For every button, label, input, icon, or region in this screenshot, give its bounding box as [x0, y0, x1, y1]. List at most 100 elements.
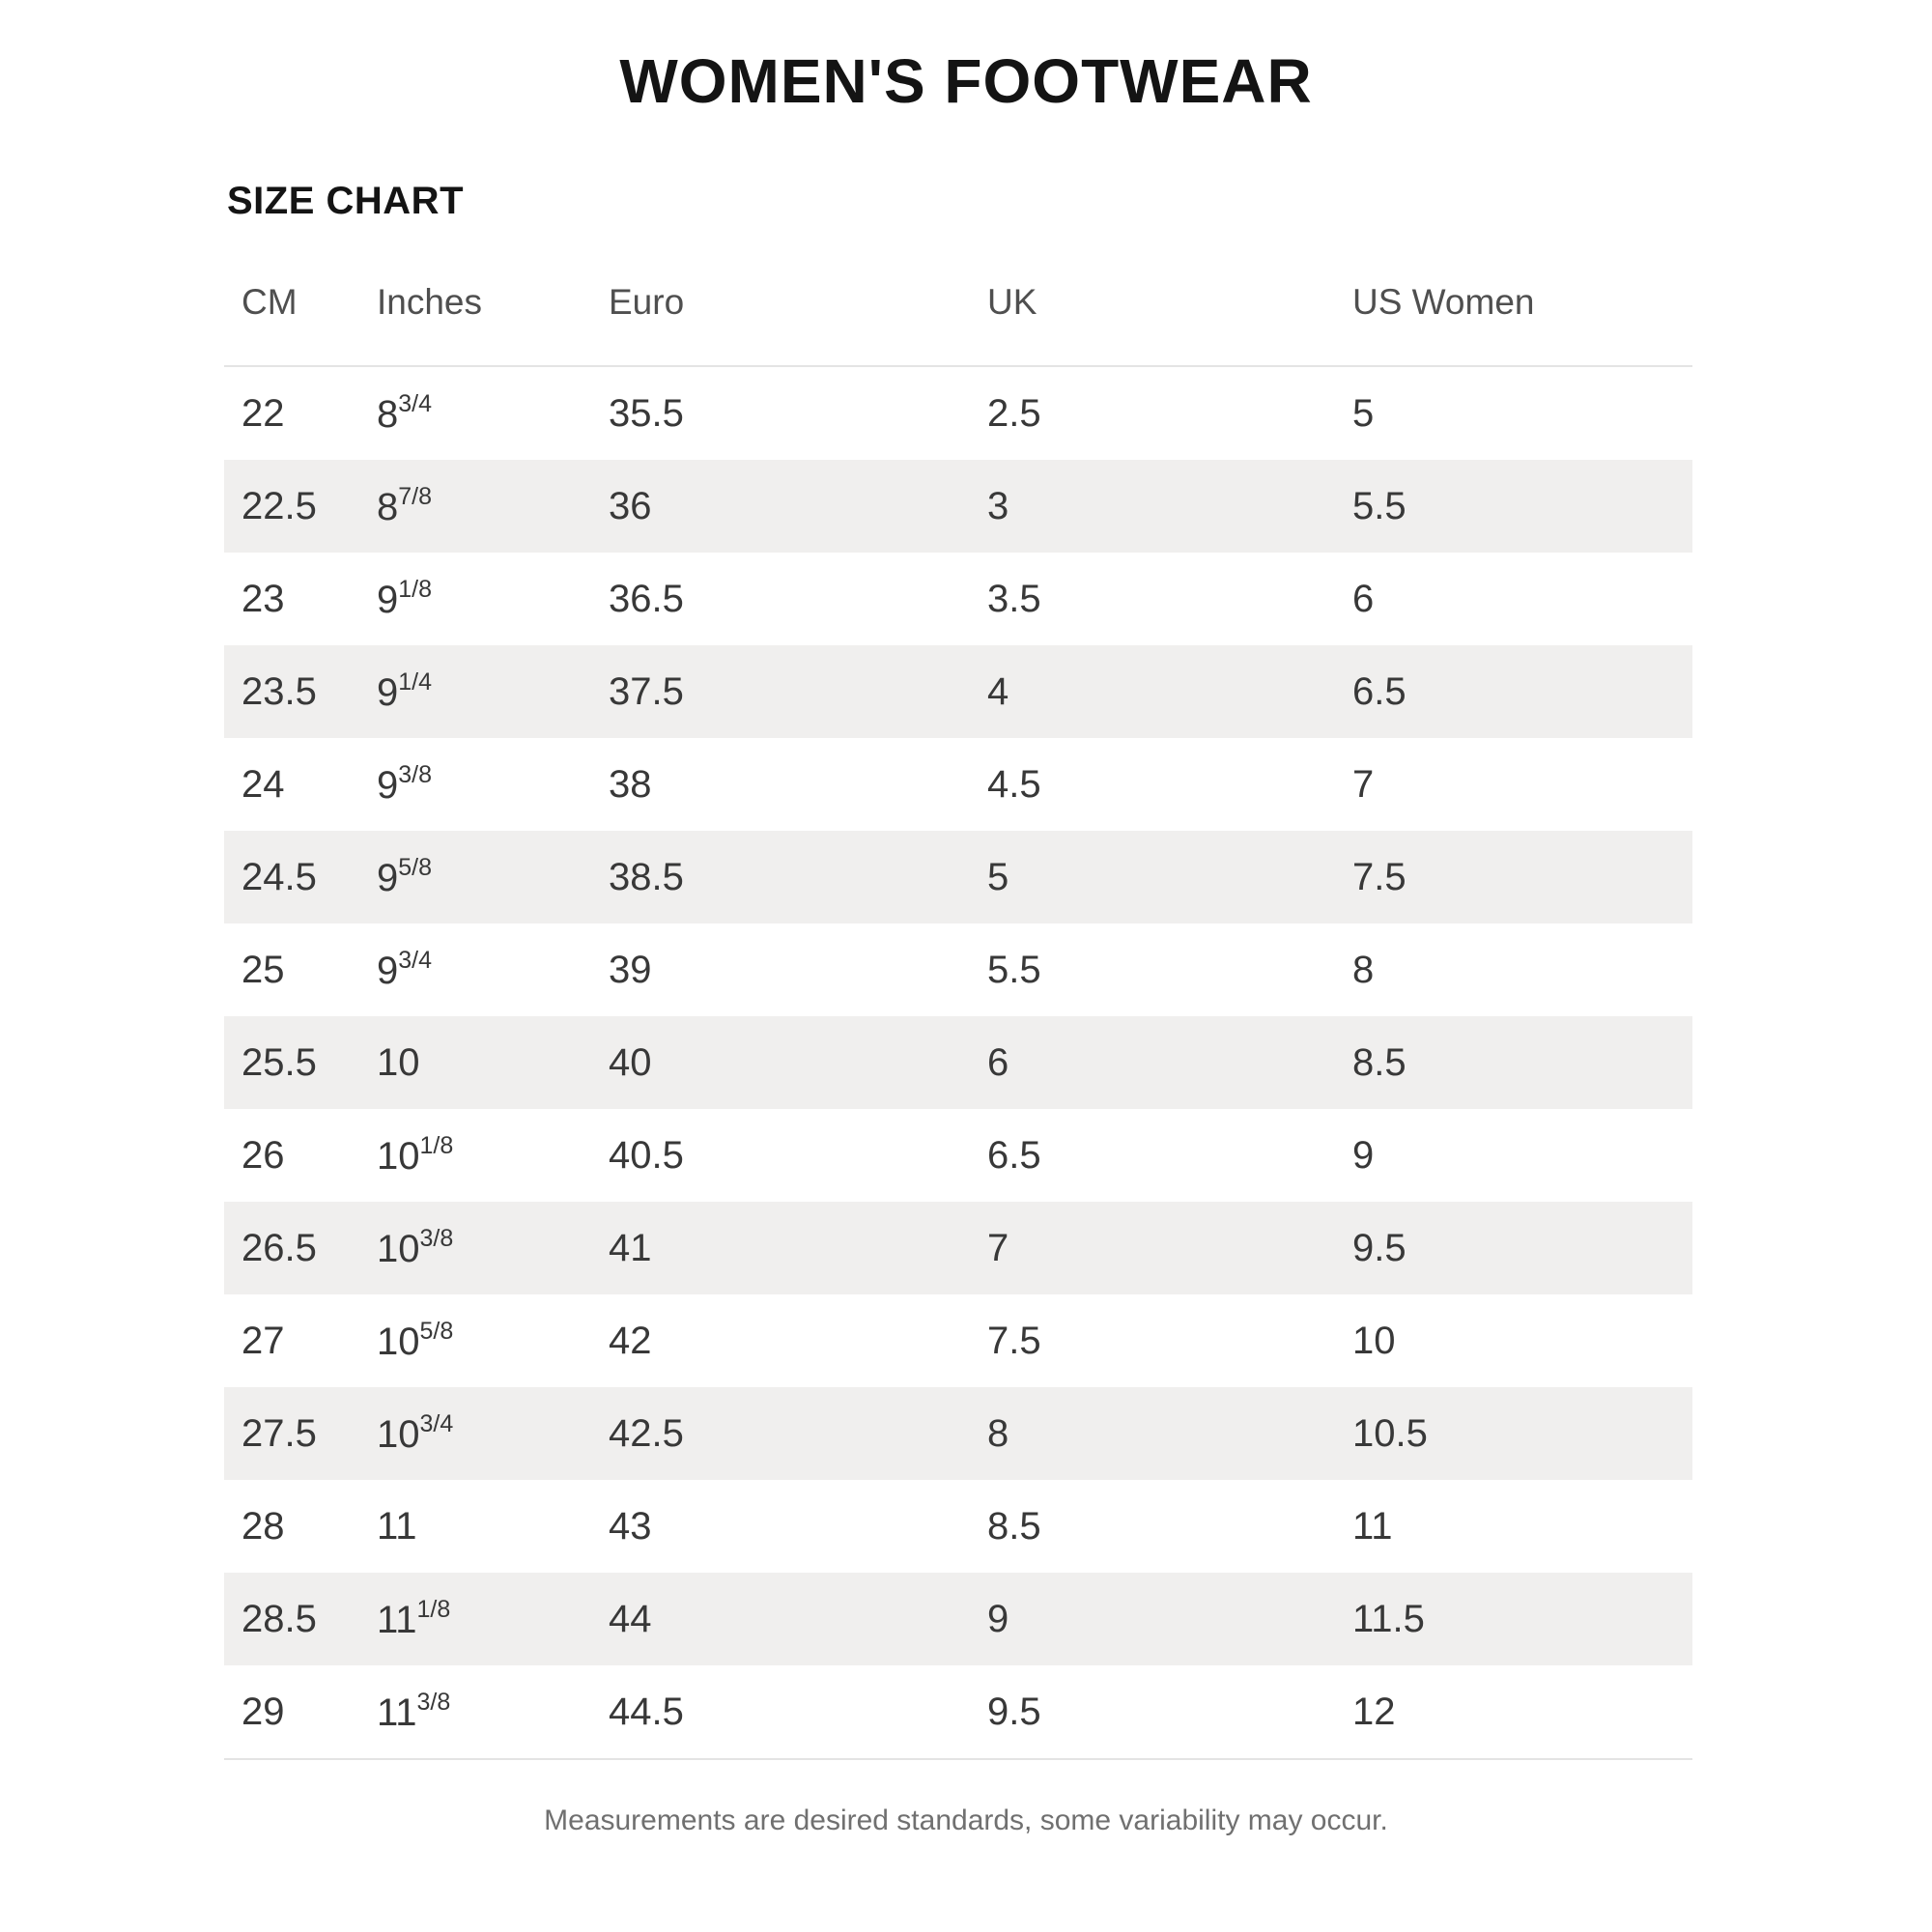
table-row: 22 83/4 35.5 2.5 5: [224, 366, 1692, 460]
cell-us-women: 9: [1352, 1133, 1375, 1177]
table-row: 22.5 87/8 36 3 5.5: [224, 460, 1692, 553]
column-header-cm: CM: [224, 253, 359, 367]
cell-inches: 91/4: [359, 645, 591, 738]
inch-fraction: 7/8: [398, 483, 433, 510]
inch-fraction: 5/8: [398, 854, 433, 881]
cell-cm: 28.5: [224, 1573, 359, 1665]
cell-uk: 6: [970, 1016, 1335, 1109]
cell-uk: 9: [970, 1573, 1335, 1665]
cell-inches: 10: [359, 1016, 591, 1109]
cell-cm: 27.5: [224, 1387, 359, 1480]
cell-inches: 103/4: [359, 1387, 591, 1480]
cell-uk: 8: [970, 1387, 1335, 1480]
cell-euro: 41: [591, 1202, 970, 1294]
cell-cm: 26: [242, 1133, 285, 1177]
cell-uk: 3.5: [987, 577, 1041, 620]
cell-euro: 44: [591, 1573, 970, 1665]
cell-cm: 23.5: [224, 645, 359, 738]
cell-inches: 11: [377, 1504, 417, 1548]
inch-fraction: 3/8: [419, 1225, 454, 1252]
cell-cm: 24.5: [224, 831, 359, 923]
table-row: 27 105/8 42 7.5 10: [224, 1294, 1692, 1387]
cell-euro: 35.5: [609, 391, 684, 435]
cell-cm: 25.5: [224, 1016, 359, 1109]
cell-us-women: 9.5: [1335, 1202, 1692, 1294]
cell-us-women: 7.5: [1335, 831, 1692, 923]
column-header-inches: Inches: [359, 253, 591, 367]
inch-fraction: 3/8: [416, 1689, 451, 1716]
size-chart-table: CM Inches Euro UK US Women 22 83/4 35.5 2.5…: [224, 253, 1692, 1760]
cell-uk: 3: [970, 460, 1335, 553]
cell-us-women: 8: [1352, 948, 1375, 991]
cell-cm: 23: [242, 577, 285, 620]
section-title: SIZE CHART: [227, 180, 464, 222]
cell-cm: 22.5: [224, 460, 359, 553]
table-row: 27.5 103/4 42.5 8 10.5: [224, 1387, 1692, 1480]
column-header-us-women: US Women: [1335, 253, 1692, 367]
table-row: 29 113/8 44.5 9.5 12: [224, 1665, 1692, 1760]
column-header-euro: Euro: [591, 253, 970, 367]
cell-us-women: 11.5: [1335, 1573, 1692, 1665]
cell-us-women: 7: [1352, 762, 1375, 806]
cell-us-women: 11: [1352, 1504, 1393, 1548]
cell-euro: 36.5: [609, 577, 684, 620]
inch-fraction: 3/4: [398, 390, 433, 417]
footnote: Measurements are desired standards, some…: [544, 1804, 1388, 1836]
cell-us-women: 10.5: [1335, 1387, 1692, 1480]
inch-fraction: 3/4: [398, 947, 433, 974]
table-body: 22 83/4 35.5 2.5 5 22.5 87/8 36 3 5.5 23 91/8 36.5 3.…: [224, 366, 1692, 1760]
inch-fraction: 1/8: [398, 576, 433, 603]
table-row: 25.5 10 40 6 8.5: [224, 1016, 1692, 1109]
cell-uk: 9.5: [970, 1665, 1335, 1760]
table-row: 26.5 103/8 41 7 9.5: [224, 1202, 1692, 1294]
cell-euro: 37.5: [591, 645, 970, 738]
table-header-row: CM Inches Euro UK US Women: [224, 253, 1692, 367]
inch-fraction: 5/8: [419, 1318, 454, 1345]
cell-us-women: 12: [1335, 1665, 1692, 1760]
cell-euro: 38: [609, 762, 652, 806]
cell-inches: 93/4: [377, 947, 433, 992]
table-row: 26 101/8 40.5 6.5 9: [224, 1109, 1692, 1202]
table-row: 28.5 111/8 44 9 11.5: [224, 1573, 1692, 1665]
cell-euro: 40: [591, 1016, 970, 1109]
cell-inches: 87/8: [359, 460, 591, 553]
cell-us-women: 6.5: [1335, 645, 1692, 738]
cell-euro: 44.5: [591, 1665, 970, 1760]
cell-uk: 5.5: [987, 948, 1041, 991]
cell-us-women: 6: [1352, 577, 1375, 620]
inch-fraction: 3/4: [419, 1410, 454, 1437]
cell-inches: 105/8: [377, 1318, 454, 1363]
cell-uk: 4: [970, 645, 1335, 738]
table-row: 24 93/8 38 4.5 7: [224, 738, 1692, 831]
cell-euro: 43: [609, 1504, 652, 1548]
cell-euro: 38.5: [591, 831, 970, 923]
cell-cm: 28: [242, 1504, 285, 1548]
cell-cm: 24: [242, 762, 285, 806]
cell-uk: 8.5: [987, 1504, 1041, 1548]
cell-cm: 29: [224, 1665, 359, 1760]
cell-cm: 25: [242, 948, 285, 991]
cell-inches: 91/8: [377, 576, 433, 621]
cell-euro: 42.5: [591, 1387, 970, 1480]
inch-fraction: 1/8: [416, 1596, 451, 1623]
page-title: WOMEN'S FOOTWEAR: [619, 46, 1313, 116]
table-row: 24.5 95/8 38.5 5 7.5: [224, 831, 1692, 923]
cell-inches: 103/8: [359, 1202, 591, 1294]
column-header-uk: UK: [970, 253, 1335, 367]
cell-inches: 111/8: [359, 1573, 591, 1665]
cell-us-women: 10: [1352, 1319, 1396, 1362]
cell-cm: 27: [242, 1319, 285, 1362]
cell-uk: 7.5: [987, 1319, 1041, 1362]
table-row: 23 91/8 36.5 3.5 6: [224, 553, 1692, 645]
cell-inches: 113/8: [359, 1665, 591, 1760]
cell-us-women: 5: [1352, 391, 1375, 435]
cell-euro: 39: [609, 948, 652, 991]
cell-cm: 26.5: [224, 1202, 359, 1294]
cell-euro: 36: [591, 460, 970, 553]
cell-cm: 22: [242, 391, 285, 435]
cell-uk: 7: [970, 1202, 1335, 1294]
cell-uk: 2.5: [987, 391, 1041, 435]
cell-uk: 5: [970, 831, 1335, 923]
table-row: 28 11 43 8.5 11: [224, 1480, 1692, 1573]
